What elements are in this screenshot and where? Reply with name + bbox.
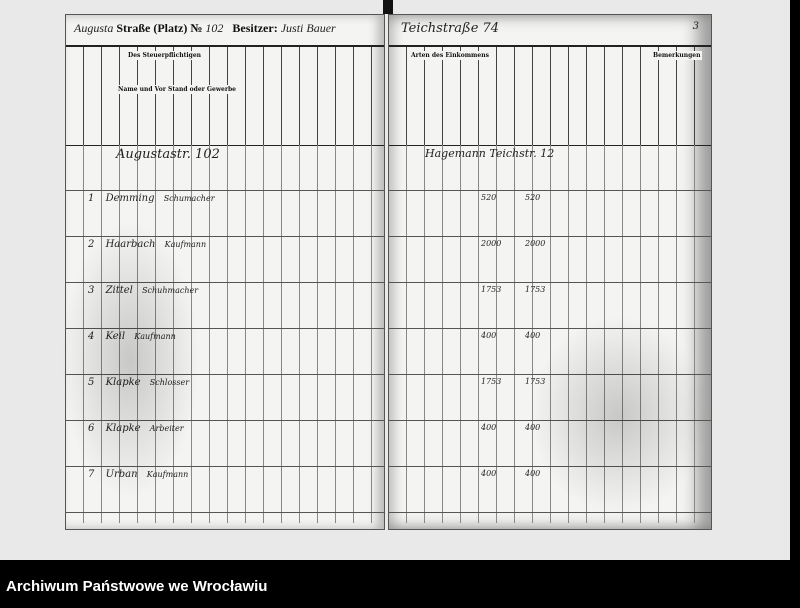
column-headers [389, 45, 711, 146]
section-heading: Arten des Einkommens [409, 51, 491, 60]
column-headers [66, 45, 384, 146]
row-number: 7 [88, 469, 94, 480]
occupation: Kaufmann [165, 240, 207, 249]
page-number: 3 [692, 21, 699, 32]
street-continuation: Teichstraße 74 [401, 21, 500, 36]
income-total: 1753 [525, 377, 545, 386]
stain [60, 220, 200, 500]
income-value: 520 [481, 193, 497, 202]
address-line: Hagemann Teichstr. 12 [425, 147, 555, 160]
row-number: 1 [88, 193, 95, 204]
occupation: Kaufmann [134, 332, 176, 341]
table-row: 7 Urban Kaufmann [88, 469, 188, 480]
income-value: 2000 [481, 239, 502, 248]
income-value: 400 [481, 469, 497, 478]
street-label: Straße (Platz) № [116, 21, 203, 35]
page-header: Augusta Straße (Platz) № 102 Besitzer: J… [74, 21, 336, 36]
column-name: Name und Vorname [116, 85, 187, 94]
section-heading: Des Steuerpflichtigen [126, 51, 204, 60]
ledger-grid [389, 145, 711, 523]
table-row: 2 Haarbach Kaufmann [88, 239, 206, 250]
occupation: Schlosser [150, 378, 189, 387]
row-number: 5 [88, 377, 94, 388]
row-number: 3 [88, 285, 94, 296]
left-ledger-page: Augusta Straße (Platz) № 102 Besitzer: J… [65, 14, 385, 530]
income-total: 400 [525, 331, 540, 340]
taxpayer-name: Urban [106, 469, 138, 480]
taxpayer-name: Klapke [106, 377, 141, 388]
row-number: 2 [88, 239, 94, 250]
owner-handwritten: Justi Bauer [280, 21, 336, 35]
income-value: 400 [481, 423, 497, 432]
column-occupation: Stand oder Gewerbe [166, 85, 239, 94]
taxpayer-name: Demming [105, 193, 155, 204]
taxpayer-name: Haarbach [106, 239, 156, 250]
stain [529, 315, 709, 515]
archive-name: Archiwum Państwowe we Wrocławiu [6, 578, 268, 595]
house-number: 102 [205, 21, 224, 35]
income-total: 400 [525, 469, 540, 478]
occupation: Kaufmann [147, 470, 189, 479]
taxpayer-name: Keil [106, 331, 126, 342]
taxpayer-name: Klapke [106, 423, 141, 434]
owner-label: Besitzer: [232, 21, 278, 35]
taxpayer-name: Zittel [106, 285, 133, 296]
ledger-grid [66, 145, 384, 523]
address-line: Augustastr. 102 [116, 147, 220, 162]
scan-background: Augusta Straße (Platz) № 102 Besitzer: J… [0, 0, 790, 560]
occupation: Schumacher [163, 194, 215, 203]
occupation: Schuhmacher [142, 286, 198, 295]
right-ledger-page: Teichstraße 74 3 Arten des Einkommens Be… [388, 14, 712, 530]
street-handwritten: Augusta [74, 21, 114, 35]
row-number: 4 [88, 331, 94, 342]
income-total: 1753 [525, 285, 546, 294]
income-total: 520 [525, 193, 541, 202]
income-value: 400 [481, 331, 497, 340]
income-total: 400 [525, 423, 540, 432]
income-value: 1753 [481, 377, 502, 386]
table-row: 1 Demming Schumacher [88, 193, 215, 204]
table-row: 5 Klapke Schlosser [88, 377, 189, 388]
book-spine [383, 0, 393, 14]
column-remarks: Bemerkungen [651, 51, 703, 60]
table-row: 3 Zittel Schuhmacher [88, 285, 198, 296]
income-total: 2000 [525, 239, 546, 248]
income-value: 1753 [481, 285, 502, 294]
occupation: Arbeiter [150, 424, 184, 433]
row-number: 6 [88, 423, 94, 434]
table-row: 4 Keil Kaufmann [88, 331, 176, 342]
table-row: 6 Klapke Arbeiter [88, 423, 184, 434]
